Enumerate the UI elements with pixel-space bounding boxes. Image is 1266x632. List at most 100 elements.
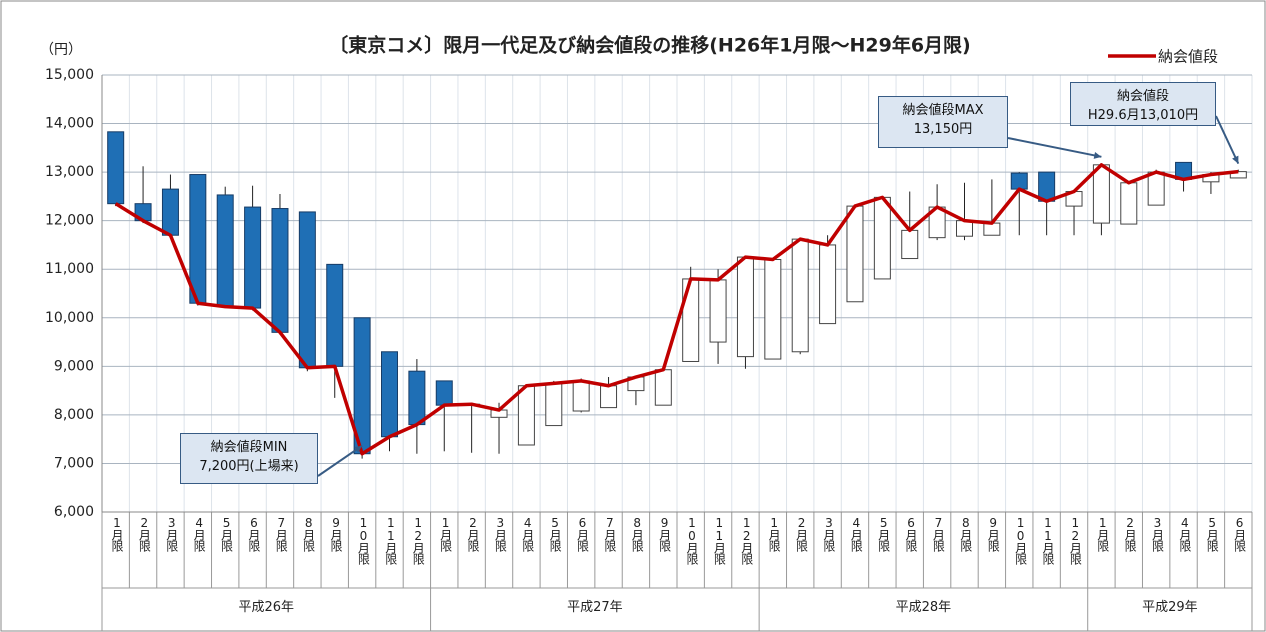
y-tick-label: 7,000 xyxy=(54,455,94,471)
x-tick-label: 6月限 xyxy=(246,516,261,551)
x-tick-label: 5月限 xyxy=(548,516,563,551)
chart-title: 〔東京コメ〕限月一代足及び納会値段の推移(H26年1月限～H29年6月限) xyxy=(329,34,971,57)
x-tick-label: 3月限 xyxy=(821,516,836,551)
candle-body xyxy=(572,380,590,412)
callout: 納会値段 H29.6月13,010円 xyxy=(1070,82,1216,126)
x-tick-label: 8月限 xyxy=(301,516,316,551)
candle-body xyxy=(271,208,289,333)
candle-body xyxy=(764,259,782,360)
y-tick-label: 13,000 xyxy=(45,164,94,180)
candle-body xyxy=(709,279,727,343)
y-tick-label: 6,000 xyxy=(54,504,94,520)
y-tick-label: 12,000 xyxy=(45,213,94,229)
y-tick-label: 9,000 xyxy=(54,358,94,374)
group-label: 平成29年 xyxy=(1142,600,1198,615)
candle-body xyxy=(983,222,1001,236)
x-tick-label: 5月限 xyxy=(219,516,234,551)
candle-body xyxy=(408,370,426,426)
candle-body xyxy=(1010,172,1028,190)
callout-pointer xyxy=(1007,137,1102,158)
candle-body xyxy=(1147,171,1165,206)
x-tick-label: 8月限 xyxy=(958,516,973,551)
x-tick-label: 12月限 xyxy=(1068,516,1083,564)
candle-body xyxy=(901,229,919,260)
x-tick-label: 3月限 xyxy=(164,516,179,551)
callout-line: 納会値段 xyxy=(1116,89,1169,104)
candle-body xyxy=(600,385,618,409)
x-tick-label: 2月限 xyxy=(794,516,809,551)
callout-line: 納会値段MIN xyxy=(210,440,288,455)
candle-body xyxy=(682,278,700,362)
y-tick-label: 8,000 xyxy=(54,407,94,423)
group-label: 平成27年 xyxy=(567,600,623,615)
x-tick-label: 9月限 xyxy=(329,516,344,551)
x-tick-label: 2月限 xyxy=(137,516,152,551)
x-tick-label: 1月限 xyxy=(438,516,453,551)
x-tick-label: 9月限 xyxy=(657,516,672,551)
x-tick-label: 7月限 xyxy=(274,516,289,551)
x-tick-label: 4月限 xyxy=(849,516,864,551)
candle-body xyxy=(216,194,234,308)
callout-pointer xyxy=(1215,115,1240,165)
candle-body xyxy=(381,351,398,438)
x-tick-label: 6月限 xyxy=(1232,516,1247,551)
x-tick-label: 5月限 xyxy=(1205,516,1220,551)
x-tick-label: 1月限 xyxy=(110,516,124,551)
x-tick-label: 12月限 xyxy=(411,516,426,564)
x-tick-label: 12月限 xyxy=(739,516,754,564)
x-tick-label: 2月限 xyxy=(465,516,480,551)
x-tick-label: 10月限 xyxy=(356,516,371,564)
candle-body xyxy=(298,211,316,369)
x-tick-label: 11月限 xyxy=(1040,516,1055,564)
candle-body xyxy=(326,263,344,367)
x-tick-label: 6月限 xyxy=(575,516,590,551)
x-tick-label: 8月限 xyxy=(630,516,645,551)
x-tick-label: 1月限 xyxy=(767,516,782,551)
candle-body xyxy=(189,174,207,304)
callout-pointer xyxy=(317,444,363,477)
y-unit: （円） xyxy=(40,42,82,58)
callout-line: H29.6月13,010円 xyxy=(1087,108,1199,123)
candle-body xyxy=(435,380,453,406)
x-tick-label: 11月限 xyxy=(712,516,727,564)
candle-body xyxy=(654,369,672,406)
y-tick-label: 10,000 xyxy=(45,310,94,326)
x-tick-label: 4月限 xyxy=(192,516,207,551)
group-label: 平成28年 xyxy=(895,600,952,615)
callout-line: 7,200円(上場来) xyxy=(199,459,299,474)
candle-body xyxy=(244,206,262,309)
x-tick-label: 11月限 xyxy=(383,516,398,564)
candle-body xyxy=(1092,164,1110,224)
candle-body xyxy=(819,244,837,325)
x-tick-label: 5月限 xyxy=(876,516,891,551)
group-label: 平成26年 xyxy=(238,600,295,615)
callout-arrowhead xyxy=(354,445,363,453)
callout-arrowhead xyxy=(1093,151,1102,159)
candle-body xyxy=(873,196,891,280)
candle-body xyxy=(107,131,125,205)
callout: 納会値段MIN 7,200円(上場来) xyxy=(180,433,318,484)
x-tick-label: 4月限 xyxy=(520,516,535,551)
x-tick-label: 6月限 xyxy=(904,516,919,551)
legend-label: 納会値段 xyxy=(1158,48,1218,66)
callout-arrowhead xyxy=(1232,155,1239,164)
x-tick-label: 7月限 xyxy=(931,516,946,551)
candle-body xyxy=(1120,182,1138,225)
x-tick-label: 10月限 xyxy=(1013,516,1028,564)
candle-body xyxy=(545,382,563,427)
candle-body xyxy=(791,238,809,353)
x-tick-label: 4月限 xyxy=(1177,516,1192,551)
close-line xyxy=(114,163,1239,456)
x-tick-label: 10月限 xyxy=(685,516,699,564)
y-tick-label: 14,000 xyxy=(45,116,94,132)
callout-line: 13,150円 xyxy=(913,122,973,137)
x-tick-label: 3月限 xyxy=(493,516,508,551)
candle-body xyxy=(517,385,535,446)
x-tick-label: 7月限 xyxy=(602,516,617,551)
callout-line: 納会値段MAX xyxy=(902,103,984,118)
candle-body xyxy=(846,205,864,303)
x-tick-label: 3月限 xyxy=(1150,516,1165,551)
